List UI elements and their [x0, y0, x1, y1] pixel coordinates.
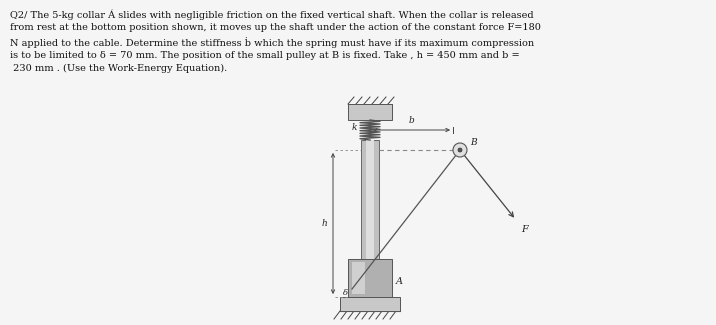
Text: b: b [409, 116, 415, 125]
Text: h: h [321, 219, 327, 228]
Text: A: A [396, 278, 403, 287]
Circle shape [458, 148, 462, 152]
Bar [361, 140, 379, 297]
Bar [366, 140, 374, 297]
Bar [348, 259, 392, 297]
Text: B: B [470, 138, 477, 147]
Text: δ: δ [343, 289, 348, 297]
Text: N applied to the cable. Determine the stiffness ḃ which the spring must have if : N applied to the cable. Determine the st… [10, 37, 534, 48]
Bar [340, 297, 400, 311]
Text: 230 mm . (Use the Work-Energy Equation).: 230 mm . (Use the Work-Energy Equation). [10, 64, 227, 73]
Bar [352, 262, 365, 294]
Text: k: k [352, 124, 357, 133]
Text: Q2/ The 5-kg collar Á slides with negligible friction on the fixed vertical shaf: Q2/ The 5-kg collar Á slides with neglig… [10, 10, 533, 20]
Circle shape [453, 143, 467, 157]
Bar [348, 104, 392, 120]
Text: is to be limited to δ = 70 mm. The position of the small pulley at B is fixed. T: is to be limited to δ = 70 mm. The posit… [10, 50, 520, 59]
Text: F: F [521, 225, 528, 234]
Text: from rest at the bottom position shown, it moves up the shaft under the action o: from rest at the bottom position shown, … [10, 23, 541, 32]
